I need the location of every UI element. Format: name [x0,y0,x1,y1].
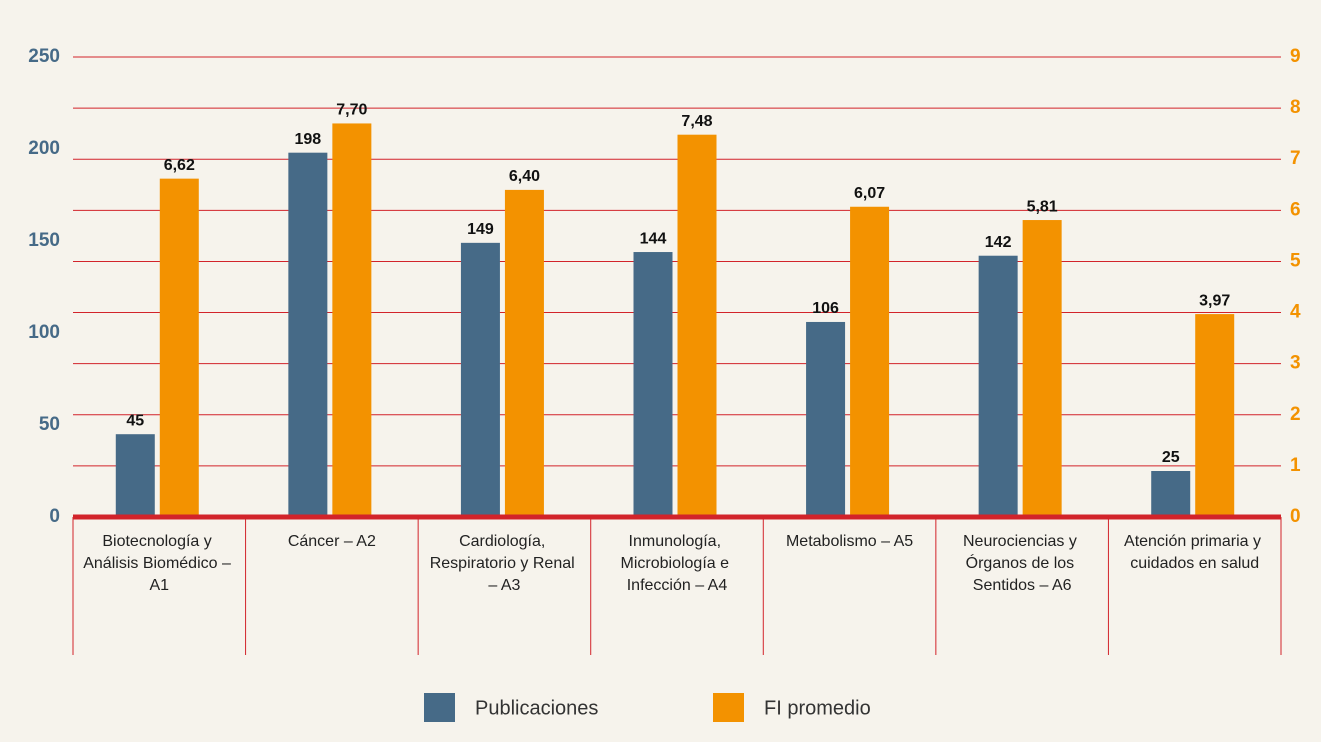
x-tick-label-line: Metabolismo – A5 [786,533,913,550]
value-label: 142 [985,234,1012,251]
x-tick-label-line: Infección – A4 [627,577,728,594]
x-tick-label-line: Sentidos – A6 [973,577,1072,594]
x-tick-label: Atención primaria y cuidados en salud [1124,533,1265,572]
bar [633,252,673,518]
y2-tick-label: 2 [1290,404,1301,425]
y2-tick-label: 6 [1290,199,1301,220]
bar [159,178,199,517]
value-label: 45 [126,412,144,429]
y-tick-label: 200 [28,138,60,159]
bar [288,152,328,517]
y2-tick-label: 7 [1290,148,1301,169]
x-tick-label-line: Respiratorio y Renal [430,555,579,572]
x-tick-label-line: A1 [149,577,169,594]
x-tick-label-line: Cáncer – A2 [288,533,376,550]
bar [806,321,846,517]
value-label: 7,70 [336,102,367,119]
bar [1195,314,1235,517]
bar [1151,471,1191,517]
value-label: 5,81 [1027,198,1058,215]
x-tick-label-line: Atención primaria y [1124,533,1265,550]
legend-label: FI promedio [764,697,871,719]
y2-tick-label: 9 [1290,46,1301,67]
y-tick-label: 0 [49,506,60,527]
value-label: 144 [640,230,667,247]
x-tick-label: Cardiología, Respiratorio y Renal – A3 [430,533,579,594]
bar [677,134,717,517]
x-tick-label: Inmunología, Microbiología e Infección –… [621,533,734,594]
y-tick-label: 250 [28,46,60,67]
bar [115,434,155,517]
y-tick-label: 50 [39,414,60,435]
x-tick-label: Cáncer – A2 [288,533,376,550]
bar [1022,220,1062,518]
x-tick-label-line: Análisis Biomédico – [83,555,235,572]
y2-tick-label: 4 [1290,302,1301,323]
bar [332,123,372,517]
value-label: 6,40 [509,168,540,185]
legend-swatch [424,693,455,722]
legend-swatch [713,693,744,722]
x-tick-label: Biotecnología y Análisis Biomédico – A1 [83,533,235,594]
y2-tick-label: 3 [1290,353,1301,374]
x-tick-label: Metabolismo – A5 [786,533,913,550]
x-tick-label-line: Inmunología, [629,533,726,550]
bar [504,189,544,517]
legend-label: Publicaciones [475,697,598,719]
x-tick-label-line: Microbiología e [621,555,734,572]
value-label: 106 [812,300,839,317]
x-tick-label-line: – A3 [488,577,520,594]
y-tick-label: 100 [28,322,60,343]
x-tick-label-line: Cardiología, [459,533,550,550]
y2-tick-label: 0 [1290,506,1301,527]
value-label: 3,97 [1199,292,1230,309]
value-label: 149 [467,221,494,238]
y2-tick-label: 1 [1290,455,1301,476]
y2-tick-label: 8 [1290,97,1301,118]
x-tick-label-line: Biotecnología y [102,533,216,550]
value-label: 6,07 [854,185,885,202]
x-tick-label-line: Neurociencias y [963,533,1081,550]
y-tick-label: 150 [28,230,60,251]
value-label: 25 [1162,449,1180,466]
value-label: 6,62 [164,157,195,174]
x-tick-label-line: Órganos de los [966,553,1079,572]
bar [978,255,1018,517]
bar [460,242,500,517]
x-tick-label: Neurociencias y Órganos de los Sentidos … [963,533,1081,594]
x-tick-label-line: cuidados en salud [1130,555,1259,572]
value-label: 198 [295,131,322,148]
y2-tick-label: 5 [1290,250,1301,271]
value-label: 7,48 [681,113,712,130]
bar [850,206,890,517]
